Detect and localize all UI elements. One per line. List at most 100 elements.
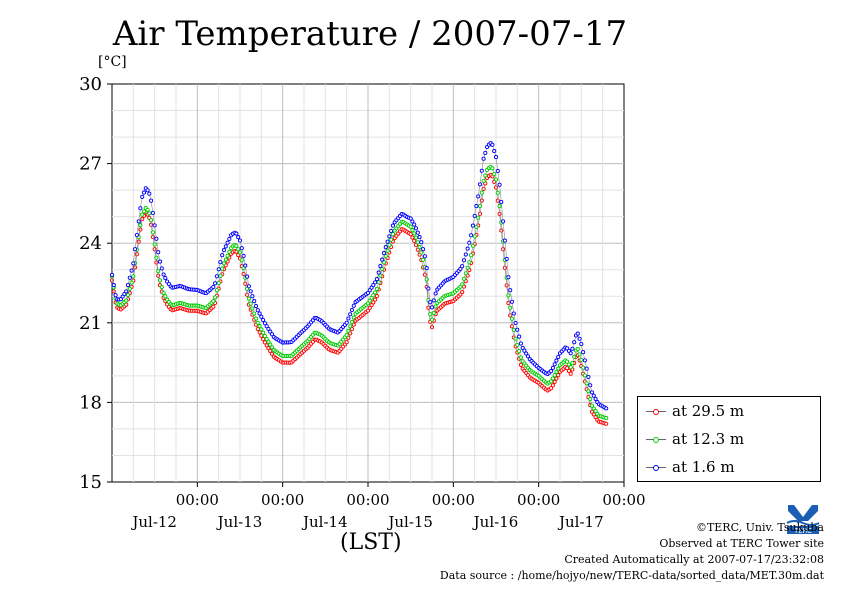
data-point	[344, 340, 349, 345]
data-point	[234, 243, 239, 248]
data-point	[266, 326, 271, 331]
x-tick-date: Jul-13	[216, 513, 263, 531]
data-point	[582, 358, 587, 363]
data-point	[389, 237, 394, 242]
data-point	[501, 219, 506, 224]
data-point	[136, 219, 141, 224]
data-point	[565, 366, 570, 371]
data-point	[577, 336, 582, 341]
data-point	[556, 373, 561, 378]
x-tick-time: 00:00	[176, 491, 219, 509]
data-point	[429, 305, 435, 310]
data-point	[408, 216, 413, 221]
data-point	[461, 276, 467, 281]
data-point	[586, 389, 591, 394]
data-point	[604, 421, 609, 426]
data-point	[138, 223, 143, 228]
data-point	[550, 365, 555, 370]
grid-lines	[112, 84, 624, 482]
data-point	[508, 305, 513, 310]
data-point	[239, 258, 244, 263]
data-point	[221, 248, 227, 253]
data-point	[518, 355, 523, 360]
legend-item-29-5m: at 29.5 m	[646, 402, 744, 420]
data-point	[269, 332, 275, 337]
data-point	[517, 349, 522, 354]
x-tick-time: 00:00	[602, 491, 645, 509]
data-point	[268, 329, 273, 334]
data-point	[483, 173, 488, 178]
data-point	[237, 250, 243, 255]
data-point	[367, 288, 372, 293]
data-point	[154, 260, 159, 265]
y-tick-label: 27	[79, 154, 102, 175]
data-point	[477, 203, 483, 209]
data-point	[508, 313, 513, 318]
data-point	[413, 235, 419, 240]
data-point	[508, 288, 513, 293]
data-point	[213, 281, 218, 286]
data-point	[348, 331, 353, 336]
data-point	[269, 351, 275, 356]
data-point	[469, 253, 474, 258]
data-point	[509, 299, 515, 304]
data-point	[140, 194, 145, 199]
data-point	[591, 393, 596, 398]
data-point	[568, 351, 573, 356]
data-point	[472, 213, 477, 218]
data-point	[216, 280, 221, 286]
data-point	[385, 248, 390, 253]
data-point	[499, 199, 504, 205]
x-tick-date: Jul-14	[301, 513, 348, 531]
data-source-line: Data source : /home/hojyo/new/TERC-data/…	[439, 569, 824, 582]
data-point	[373, 280, 378, 285]
data-point	[138, 227, 143, 232]
y-tick-label: 15	[79, 472, 102, 493]
data-point	[348, 324, 353, 329]
x-tick-time: 00:00	[517, 491, 560, 509]
data-point	[566, 362, 571, 367]
data-point	[511, 311, 516, 316]
data-point	[556, 354, 561, 360]
data-point	[266, 339, 271, 344]
data-point	[568, 365, 573, 370]
data-point	[134, 252, 139, 257]
data-point	[549, 386, 554, 391]
data-point	[373, 290, 378, 295]
data-point	[216, 267, 221, 272]
data-point	[264, 343, 269, 348]
data-point	[469, 233, 474, 238]
data-point	[248, 301, 253, 306]
data-point	[428, 300, 433, 305]
chart-title: Air Temperature / 2007-07-17	[112, 14, 628, 54]
data-point	[136, 239, 141, 244]
y-tick-labels: 15 18 21 24 27 30	[79, 74, 112, 493]
data-point	[227, 249, 232, 254]
data-point	[378, 264, 383, 269]
data-point	[154, 255, 159, 260]
data-point	[269, 345, 275, 350]
legend-item-1-6m: at 1.6 m	[646, 458, 735, 476]
data-point	[214, 274, 219, 279]
data-point	[465, 246, 470, 251]
data-point	[497, 204, 502, 209]
data-point	[518, 341, 523, 346]
data-point	[344, 333, 349, 338]
data-point	[211, 299, 216, 304]
data-point	[584, 381, 589, 386]
data-point	[131, 274, 136, 279]
legend-swatch-blue	[646, 463, 666, 473]
data-point	[483, 150, 488, 155]
data-point	[461, 258, 467, 263]
x-tick-date: Jul-12	[130, 513, 177, 531]
data-point	[257, 311, 262, 316]
data-point	[124, 298, 129, 303]
data-point	[513, 336, 518, 341]
data-point	[504, 256, 509, 261]
data-point	[429, 317, 435, 322]
data-point	[149, 198, 154, 203]
data-point	[118, 297, 123, 302]
data-point	[259, 314, 264, 319]
data-point	[250, 306, 255, 311]
data-point	[593, 415, 598, 420]
